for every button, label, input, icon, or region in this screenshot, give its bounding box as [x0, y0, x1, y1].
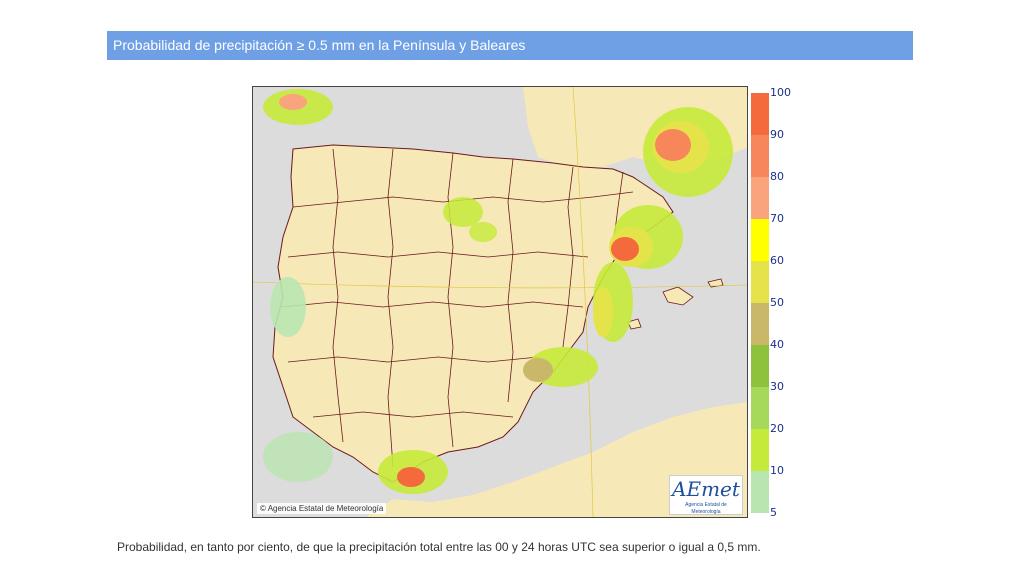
- map-caption: Probabilidad, en tanto por ciento, de qu…: [117, 540, 761, 554]
- menorca: [707, 278, 724, 288]
- copyright-text: Agencia Estatal de Meteorología: [267, 504, 384, 513]
- legend-swatch: [751, 345, 769, 387]
- map-svg: [253, 87, 747, 517]
- legend-swatch: [751, 303, 769, 345]
- logo-subtext: Agencia Estatal de Meteorología: [685, 502, 727, 515]
- legend-label: 70: [770, 212, 784, 225]
- aemet-logo: AEmet Agencia Estatal de Meteorología: [669, 475, 743, 515]
- legend-label: 30: [770, 380, 784, 393]
- legend-color-bar: [751, 93, 769, 513]
- legend-label: 40: [770, 338, 784, 351]
- legend-label: 5: [770, 506, 777, 519]
- graticule: [253, 87, 747, 517]
- legend-swatch: [751, 261, 769, 303]
- copyright-icon: ©: [260, 504, 266, 513]
- legend-label: 10: [770, 464, 784, 477]
- legend-label: 90: [770, 128, 784, 141]
- legend-swatch: [751, 177, 769, 219]
- legend-label: 100: [770, 86, 791, 99]
- precipitation-areas: [263, 89, 733, 494]
- legend-label: 60: [770, 254, 784, 267]
- legend-label: 50: [770, 296, 784, 309]
- legend-swatch: [751, 471, 769, 513]
- province-borders: [280, 148, 634, 468]
- logo-wordmark: AEmet: [672, 477, 740, 501]
- legend-swatch: [751, 93, 769, 135]
- legend-swatch: [751, 219, 769, 261]
- copyright-notice: © Agencia Estatal de Meteorología: [257, 503, 387, 514]
- iberian-peninsula: [272, 144, 674, 483]
- legend-swatch: [751, 135, 769, 177]
- mallorca: [662, 286, 694, 306]
- precipitation-map: © Agencia Estatal de Meteorología AEmet …: [252, 86, 748, 518]
- legend-swatch: [751, 387, 769, 429]
- africa-land: [366, 402, 747, 517]
- legend-label: 20: [770, 422, 784, 435]
- legend-label: 80: [770, 170, 784, 183]
- page-title: Probabilidad de precipitación ≥ 0.5 mm e…: [107, 31, 913, 60]
- legend-swatch: [751, 429, 769, 471]
- ibiza: [627, 318, 642, 330]
